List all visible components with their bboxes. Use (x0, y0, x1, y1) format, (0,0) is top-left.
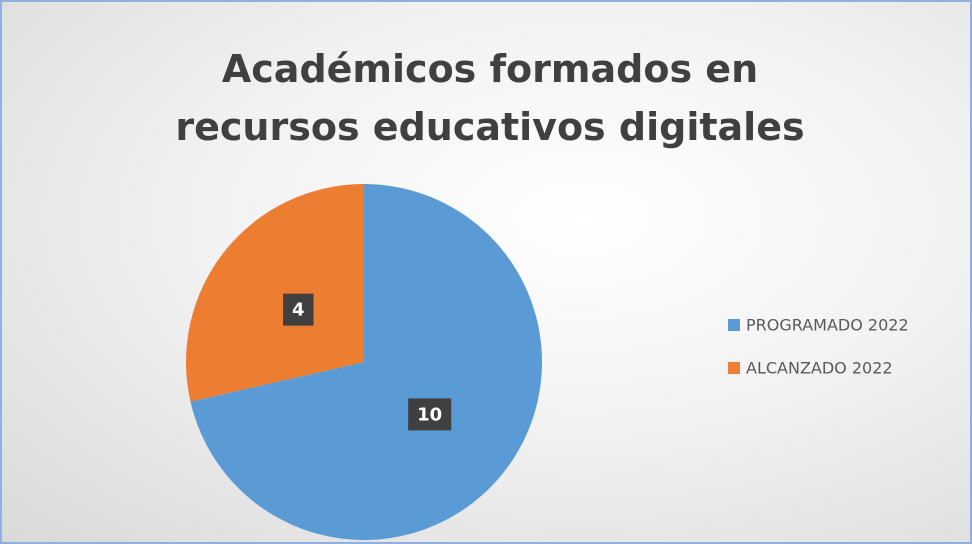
data-label-box (408, 398, 452, 431)
legend-swatch (728, 362, 740, 374)
legend-swatch (728, 319, 740, 331)
data-label: 4 (292, 300, 305, 321)
pie-slice (190, 184, 542, 540)
legend-label: PROGRAMADO 2022 (746, 316, 909, 335)
pie-slice (185, 184, 364, 402)
data-label: 10 (417, 404, 442, 425)
data-label-box (283, 293, 314, 326)
chart-title: Académicos formados en recursos educativ… (175, 47, 805, 149)
legend-label: ALCANZADO 2022 (746, 359, 893, 378)
